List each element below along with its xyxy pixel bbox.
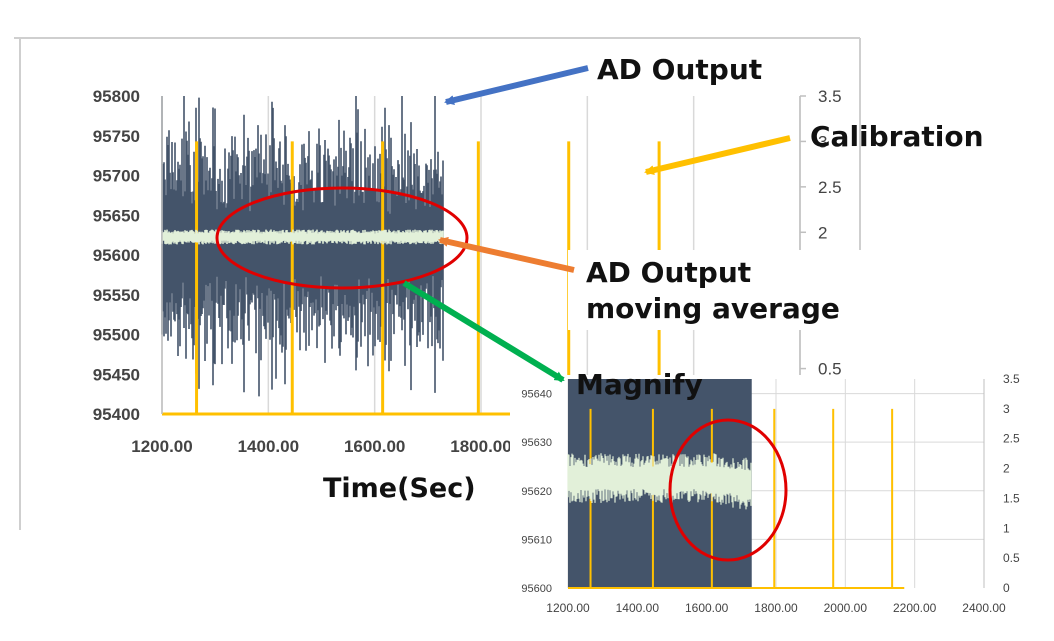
inset-x-tick-6: 2400.00 bbox=[962, 601, 1006, 615]
magnify-inset: 95640 95630 95620 95610 95600 1200.00 1400.00 1… bbox=[510, 372, 1054, 641]
inset-y2-tick-6: 0.5 bbox=[1003, 551, 1020, 565]
moving-average-label-line1: AD Output bbox=[586, 256, 751, 289]
main-ad-output-series bbox=[161, 96, 444, 397]
moving-average-label-line2: moving average bbox=[586, 292, 840, 325]
main-y-tick-0: 95800 bbox=[93, 87, 140, 106]
x-axis-label: Time(Sec) bbox=[323, 473, 476, 504]
main-y2-tick-3: 2 bbox=[818, 223, 827, 242]
main-x-tick-1: 1400.00 bbox=[238, 437, 299, 456]
main-highlight-ellipse bbox=[215, 186, 469, 290]
inset-y-tick-3: 95610 bbox=[521, 534, 552, 546]
inset-y2-tick-1: 3 bbox=[1003, 402, 1010, 416]
calibration-arrow bbox=[644, 135, 791, 176]
inset-y2-tick-2: 2.5 bbox=[1003, 432, 1020, 446]
inset-y2-tick-5: 1 bbox=[1003, 521, 1010, 535]
main-y-tick-7: 95450 bbox=[93, 365, 140, 384]
inset-y-tick-2: 95620 bbox=[521, 486, 552, 498]
inset-x-tick-2: 1600.00 bbox=[685, 601, 729, 615]
inset-y2-tick-4: 1.5 bbox=[1003, 491, 1020, 505]
moving-average-arrow bbox=[438, 236, 575, 273]
inset-x-tick-4: 2000.00 bbox=[824, 601, 868, 615]
main-y-tick-1: 95750 bbox=[93, 127, 140, 146]
ad-output-label: AD Output bbox=[597, 53, 762, 86]
main-y-tick-6: 95500 bbox=[93, 326, 140, 345]
inset-x-tick-0: 1200.00 bbox=[546, 601, 590, 615]
inset-x-tick-3: 1800.00 bbox=[754, 601, 798, 615]
main-y-tick-2: 95700 bbox=[93, 167, 140, 186]
main-y-tick-8: 95400 bbox=[93, 405, 140, 424]
calibration-label: Calibration bbox=[810, 120, 984, 153]
inset-y2-tick-0: 3.5 bbox=[1003, 372, 1020, 386]
inset-x-tick-5: 2200.00 bbox=[893, 601, 937, 615]
inset-x-tick-1: 1400.00 bbox=[616, 601, 660, 615]
main-y2-tick-2: 2.5 bbox=[818, 178, 842, 197]
main-x-tick-2: 1600.00 bbox=[344, 437, 405, 456]
inset-y-tick-4: 95600 bbox=[521, 583, 552, 595]
main-y-tick-5: 95550 bbox=[93, 286, 140, 305]
main-ad-output-trace bbox=[161, 96, 444, 397]
inset-y-tick-1: 95630 bbox=[521, 437, 552, 449]
main-x-tick-0: 1200.00 bbox=[131, 437, 192, 456]
inset-y2-tick-7: 0 bbox=[1003, 581, 1010, 595]
main-x-tick-3: 1800.00 bbox=[450, 437, 511, 456]
main-y2-tick-1: 3 bbox=[818, 132, 827, 151]
inset-y-tick-0: 95640 bbox=[521, 389, 552, 401]
inset-tick-labels: 95640 95630 95620 95610 95600 1200.00 1400.00 1… bbox=[521, 372, 1020, 615]
inset-highlight-ellipse bbox=[668, 418, 788, 562]
main-y2-tick-4: 0.5 bbox=[818, 360, 842, 379]
moving-average-label-panel bbox=[568, 250, 848, 330]
ad-output-arrow bbox=[444, 65, 589, 105]
main-y-tick-3: 95650 bbox=[93, 206, 140, 225]
inset-y2-tick-3: 2 bbox=[1003, 462, 1010, 476]
magnify-arrow bbox=[402, 280, 565, 383]
main-y-tick-4: 95600 bbox=[93, 246, 140, 265]
magnify-label: Magnify bbox=[576, 368, 703, 401]
main-tick-labels: 95800 95750 95700 95650 95600 95550 95500 95450… bbox=[93, 87, 842, 456]
main-y2-tick-0: 3.5 bbox=[818, 87, 842, 106]
